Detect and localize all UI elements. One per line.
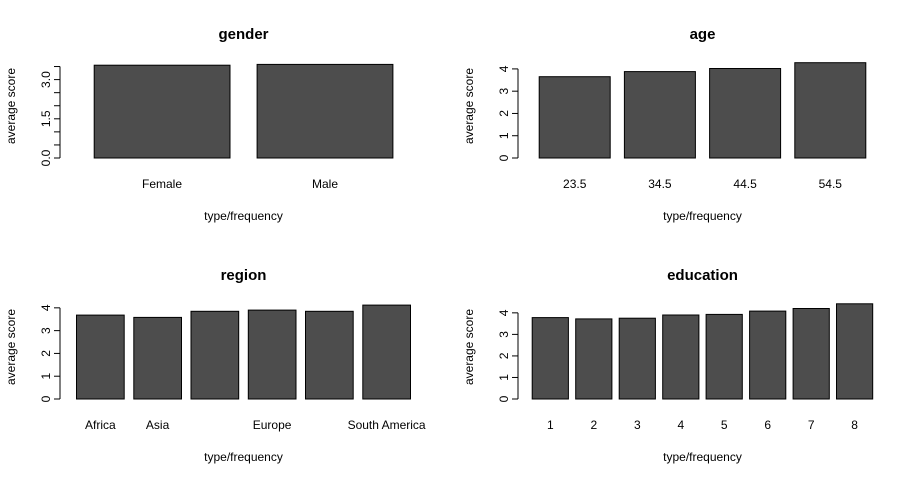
category-label: 6 [764,418,771,432]
y-tick-label: 3 [39,327,53,334]
chart-panel-gender: gender Female Male type/frequency 0.0 1.5 3.0 a… [4,26,394,223]
bar-3 [618,317,656,400]
chart-panel-age: age 23.5 34.5 44.5 54.5 type/frequency 0 1 2 3 4 av… [462,26,867,223]
category-label: 8 [851,418,858,432]
y-tick-label: 1 [497,374,511,381]
x-axis-label: type/frequency [663,209,742,223]
chart-title: education [667,267,738,284]
bar-item-5 [305,310,354,400]
category-label: Europe [253,418,292,432]
category-label: 54.5 [819,177,843,191]
x-axis-label: type/frequency [204,450,283,464]
category-label: 3 [634,418,641,432]
category-label: Asia [146,418,170,432]
y-tick-label: 1.5 [39,110,53,127]
x-axis-label: type/frequency [204,209,283,223]
x-axis-label: type/frequency [663,450,742,464]
y-tick-label: 0 [497,395,511,402]
y-tick-label: 2 [497,110,511,117]
bar-Female [93,64,231,159]
bar-South America [362,304,411,400]
category-label: 4 [677,418,684,432]
bar-Africa [76,314,125,400]
bar-23.5 [538,76,611,159]
category-label: Female [142,177,182,191]
bar-7 [792,308,830,400]
y-tick-label: 4 [497,309,511,316]
bar-Male [256,63,394,159]
bar-5 [705,313,743,400]
category-label: 7 [808,418,815,432]
bar-1 [531,317,569,400]
y-tick-label: 3 [497,88,511,95]
category-label: Male [312,177,338,191]
bar-item-3 [190,310,240,400]
bar-2 [575,318,613,400]
category-label: 2 [590,418,597,432]
bar-34.5 [623,71,696,159]
chart-panel-education: education 1 2 3 4 5 6 7 8 type/frequency 0 1 2 3 4 aver… [462,267,874,464]
y-tick-label: 1 [497,132,511,139]
category-label: 34.5 [648,177,672,191]
chart-title: region [221,267,267,284]
bar-Asia [133,316,183,400]
bar-Europe [247,309,297,400]
y-tick-label: 3.0 [39,71,53,88]
category-label: 23.5 [563,177,587,191]
bar-4 [662,314,700,400]
chart-title: age [690,26,716,43]
y-tick-label: 3 [497,331,511,338]
chart-panel-region: region Africa Asia Europe South America type/… [4,267,426,464]
bar-6 [749,310,787,400]
category-label: 5 [721,418,728,432]
category-label: Africa [85,418,116,432]
bar-8 [836,303,874,400]
y-axis-label: average score [4,309,18,385]
y-tick-label: 4 [39,304,53,311]
y-tick-label: 2 [39,350,53,357]
bar-54.5 [794,62,867,159]
y-tick-label: 0 [497,154,511,161]
y-tick-label: 1 [39,373,53,380]
bar-44.5 [709,68,782,159]
y-tick-label: 4 [497,65,511,72]
y-axis-label: average score [462,309,476,385]
chart-title: gender [218,26,268,43]
category-label: South America [348,418,426,432]
y-tick-label: 2 [497,352,511,359]
y-axis-label: average score [4,68,18,144]
y-axis-label: average score [462,68,476,144]
category-label: 44.5 [733,177,757,191]
category-label: 1 [547,418,554,432]
y-tick-label: 0 [39,395,53,402]
y-tick-label: 0.0 [39,149,53,166]
